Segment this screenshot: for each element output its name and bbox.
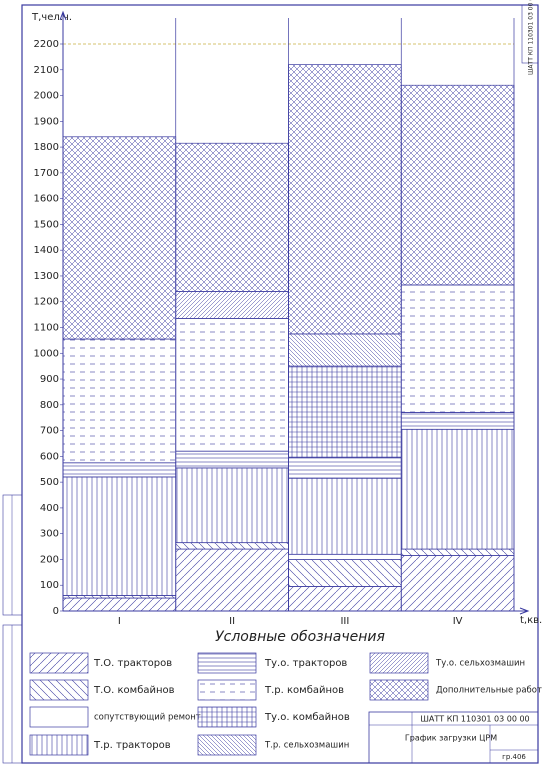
bar-segment [175,450,289,469]
y-tick-label: 1800 [34,142,59,153]
legend-swatch [29,734,89,756]
bar-segment [175,291,289,319]
bar-segment [62,476,177,596]
y-tick-label: 500 [40,477,59,488]
bar-segment [62,338,177,464]
tb-group: гр.406 [502,753,526,761]
legend-swatch [29,679,89,701]
legend-label: Т.О. тракторов [93,658,172,669]
x-axis-arrow [519,607,530,615]
side-code: ШАТТ КП 110301 03 00 00 [528,0,535,75]
legend-label: Т.р. комбайнов [264,685,344,696]
bar-segment [288,477,402,555]
legend-label: Т.р. тракторов [93,740,171,751]
legend-swatch [369,679,429,701]
bar-segment [175,548,289,612]
bar-segment [400,555,515,612]
x-axis-label: t,кв. [520,615,542,626]
legend-swatch [197,706,257,728]
legend-label: Ту.о. тракторов [264,658,347,669]
y-tick-label: 100 [40,580,59,591]
bar-segment [175,467,289,544]
bar-segment [288,553,402,560]
y-tick-label: 600 [40,451,59,462]
y-tick-label: 200 [40,554,59,565]
y-tick-label: 1700 [34,168,59,179]
legend-swatch [29,652,89,674]
y-tick-label: 2200 [34,39,59,50]
bar-segment [400,548,515,556]
y-tick-label: 1000 [34,348,59,359]
y-tick-label: 1300 [34,271,59,282]
legend-swatch [197,652,257,674]
bar-segment [288,365,402,459]
legend-title: Условные обозначения [215,629,385,645]
bar-segment [62,597,177,612]
legend-label: Ту.о. комбайнов [264,712,350,723]
legend-label: сопутствующий ремонт [94,713,201,723]
bar-segment [288,64,402,335]
bar-segment [400,412,515,430]
legend-label: Т.р. сельхозмашин [264,741,349,751]
y-tick-label: 1600 [34,194,59,205]
bar-segment [400,428,515,550]
bar-segment [175,542,289,550]
bar-segment [288,586,402,612]
x-tick-label: III [340,616,349,627]
legend-label: Ту.о. сельхозмашин [435,659,525,669]
x-tick-label: I [118,616,121,627]
y-tick-label: 900 [40,374,59,385]
x-tick-label: II [229,616,235,627]
bar-segment [62,595,177,599]
y-tick-label: 1400 [34,245,59,256]
y-tick-label: 1100 [34,323,59,334]
y-tick-label: 700 [40,426,59,437]
y-tick-label: 800 [40,400,59,411]
y-tick-label: 1200 [34,297,59,308]
x-tick-label: IV [453,616,463,627]
legend-label: Дополнительные работы [436,686,542,696]
bar-segment [175,142,289,292]
y-tick-label: 0 [53,606,59,617]
bar-segment [400,284,515,413]
legend-swatch [197,734,257,756]
bar-segment [288,559,402,587]
bar-segment [288,333,402,367]
tb-title: График загрузки ЦРМ [405,734,497,743]
bar-segment [62,462,177,478]
y-tick-label: 2100 [34,65,59,76]
bar-segment [288,457,402,479]
legend-label: Т.О. комбайнов [93,685,175,696]
legend-swatch [197,679,257,701]
y-axis-label: T,чел.ч. [31,12,72,23]
y-tick-label: 300 [40,529,59,540]
legend-swatch [29,706,89,728]
y-tick-label: 400 [40,503,59,514]
bar-segment [175,318,289,452]
frame [2,4,539,764]
y-axis-arrow [59,10,67,21]
y-tick-label: 2000 [34,91,59,102]
bar-segment [62,136,177,340]
y-tick-label: 1900 [34,116,59,127]
y-tick-label: 1500 [34,219,59,230]
bar-segment [400,84,515,286]
legend-swatch [369,652,429,674]
tb-code: ШАТТ КП 110301 03 00 00 [420,715,529,724]
